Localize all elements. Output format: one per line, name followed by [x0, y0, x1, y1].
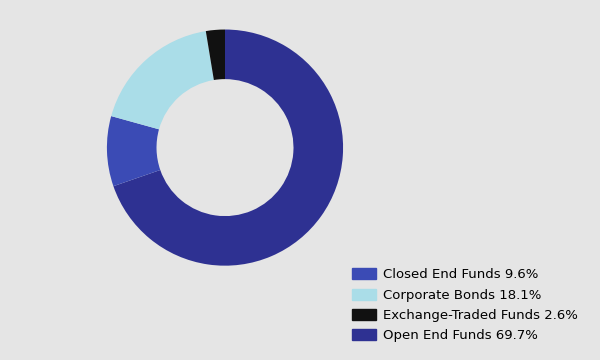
Wedge shape	[111, 31, 214, 129]
Legend: Closed End Funds 9.6%, Corporate Bonds 18.1%, Exchange-Traded Funds 2.6%, Open E: Closed End Funds 9.6%, Corporate Bonds 1…	[348, 264, 581, 346]
Wedge shape	[206, 30, 225, 80]
Wedge shape	[113, 30, 343, 266]
Wedge shape	[107, 116, 160, 186]
